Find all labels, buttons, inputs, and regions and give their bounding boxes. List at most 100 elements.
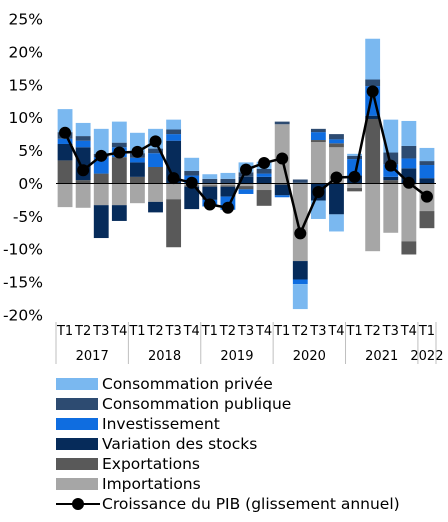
x-tick-label: T4 [255, 324, 272, 339]
x-tick-label: T1 [273, 324, 290, 339]
bar-segment [111, 142, 127, 148]
line-point [366, 85, 379, 98]
line-point [312, 185, 325, 198]
bar-segment [93, 183, 109, 206]
bar-segment [419, 178, 435, 184]
bar-segment [130, 183, 145, 204]
bar-segment [329, 214, 344, 232]
legend-dot [72, 498, 84, 510]
bar-segment [292, 284, 308, 310]
x-tick-label: T3 [309, 324, 326, 339]
x-tick-label: T4 [183, 324, 200, 339]
bar-segment [347, 155, 362, 160]
bar-segment [75, 180, 91, 184]
bar-segment [238, 186, 254, 190]
legend-swatch [56, 378, 98, 390]
bar-segment [310, 132, 326, 141]
x-tick-label: T2 [146, 324, 163, 339]
bar-segment [111, 183, 127, 206]
bar-segment [310, 140, 326, 143]
x-tick-label: T1 [128, 324, 145, 339]
bar-segment [57, 160, 73, 184]
bar-segment [383, 183, 399, 233]
bar-segment [347, 188, 362, 192]
bar-segment [365, 183, 381, 252]
bar-segment [419, 165, 435, 179]
line-point [149, 135, 162, 148]
bar-segment [130, 157, 145, 163]
bar-segment [347, 153, 362, 156]
bar-segment [166, 129, 182, 135]
bar-segment [93, 173, 109, 184]
bar-segment [148, 148, 163, 154]
bar-segment [401, 183, 417, 242]
bar-segment [220, 172, 236, 179]
y-tick-label: 15% [9, 76, 43, 94]
bar-segment [329, 143, 344, 148]
y-tick-label: -20% [3, 307, 43, 325]
legend-swatch [56, 398, 98, 410]
line-point [420, 190, 433, 203]
bar-segment [75, 140, 91, 148]
bar-segment [75, 136, 91, 141]
bar-segment [383, 176, 399, 181]
bar-segment [93, 157, 109, 174]
year-label: 2017 [76, 349, 109, 364]
line-point [77, 164, 90, 177]
bar-segment [419, 161, 435, 166]
line-point [384, 159, 397, 172]
year-label: 2019 [220, 349, 253, 364]
y-tick-label: 25% [9, 11, 43, 29]
bar-segment [57, 143, 73, 161]
bar-segment [274, 121, 290, 125]
legend-label: Exportations [102, 455, 201, 473]
bar-segment [93, 128, 109, 154]
bar-segment [111, 205, 127, 221]
bar-segment [347, 183, 362, 189]
bar-segment [365, 38, 381, 80]
bar-segment [383, 152, 399, 165]
line-point [240, 163, 252, 176]
legend-swatch [56, 418, 98, 430]
bar-segment [184, 170, 200, 176]
bar-segment [256, 190, 272, 206]
bar-segment [202, 174, 218, 179]
bar-segment [184, 157, 200, 171]
bar-segment [310, 200, 326, 219]
legend-label: Importations [102, 475, 201, 493]
bar-segment [256, 173, 272, 177]
x-tick-label: T2 [74, 324, 91, 339]
bar-segment [383, 180, 399, 184]
bar-segment [401, 241, 417, 255]
bar-segment [148, 183, 163, 202]
bar-segment [401, 145, 417, 159]
bar-segment [365, 79, 381, 87]
bar-segment [148, 201, 163, 213]
bar-segment [75, 183, 91, 208]
legend-label: Consommation publique [102, 395, 292, 413]
x-tick-label: T4 [400, 324, 417, 339]
x-tick-label: T2 [291, 324, 308, 339]
bar-segment [202, 185, 218, 187]
legend-label: Consommation privée [102, 375, 273, 393]
x-tick-label: T1 [345, 324, 362, 339]
bar-segment [111, 121, 127, 143]
x-tick-label: T3 [92, 324, 109, 339]
line-point [203, 198, 216, 211]
y-tick-label: 10% [9, 109, 43, 127]
bar-segment [238, 183, 254, 187]
bar-segment [419, 211, 435, 229]
bar-segment [184, 186, 200, 210]
y-tick-label: 20% [9, 43, 43, 61]
bar-segment [220, 183, 236, 186]
x-tick-label: T1 [201, 324, 218, 339]
bar-segment [383, 119, 399, 153]
line-point [113, 146, 126, 159]
bar-segment [256, 168, 272, 174]
bar-segment [75, 122, 91, 137]
y-tick-label: -15% [3, 274, 43, 292]
y-tick-label: -10% [3, 241, 43, 259]
bar-segment [166, 119, 182, 130]
x-tick-label: T4 [327, 324, 344, 339]
bar-segment [401, 120, 417, 146]
